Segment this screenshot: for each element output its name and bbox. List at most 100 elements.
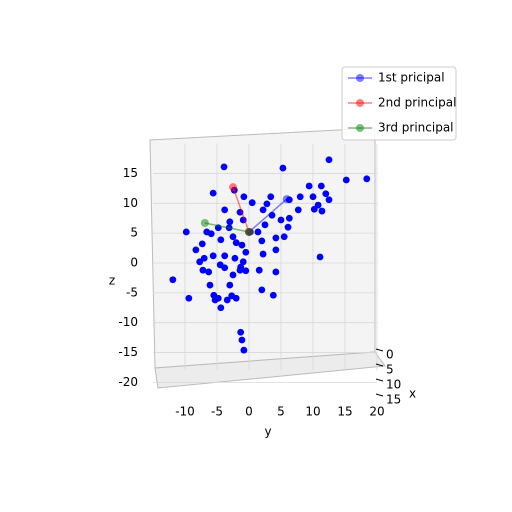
legend-box (341, 66, 457, 141)
point (221, 206, 229, 214)
point (239, 258, 247, 266)
x-axis-label: x (409, 387, 416, 401)
point (209, 189, 217, 197)
point (199, 266, 207, 274)
z-axis-label: z (109, 274, 115, 288)
z-tick-label: 15 (123, 166, 138, 180)
point (254, 228, 262, 236)
point (342, 176, 350, 184)
point (226, 281, 234, 289)
legend-marker (356, 124, 364, 132)
z-tick-label: 0 (130, 256, 138, 270)
point (217, 304, 225, 312)
point (236, 266, 244, 274)
point (205, 268, 213, 276)
point (363, 175, 371, 183)
point (277, 216, 285, 224)
principal-marker (200, 219, 209, 228)
point (325, 196, 333, 204)
back-pane (149, 127, 376, 369)
point (221, 264, 229, 272)
point (232, 239, 240, 247)
point (318, 207, 326, 215)
point (294, 206, 302, 214)
point (296, 193, 304, 201)
point (231, 254, 239, 262)
x-tick-label: 10 (386, 378, 401, 392)
x-tick (375, 363, 384, 367)
point (240, 346, 248, 354)
point (238, 336, 246, 344)
point (258, 237, 266, 245)
z-tick-label: -20 (118, 375, 138, 389)
point (206, 281, 214, 289)
point (267, 193, 275, 201)
point (255, 266, 263, 274)
x-tick (375, 348, 384, 352)
point (226, 218, 234, 226)
point (169, 276, 177, 284)
legend-marker (356, 99, 364, 107)
x-tick-label: 15 (386, 393, 401, 407)
y-tick-label: 10 (305, 405, 320, 419)
legend-label: 2nd principal (378, 96, 456, 110)
point (217, 236, 225, 244)
y-tick-label: 5 (277, 405, 285, 419)
z-tick-label: -15 (118, 345, 138, 359)
point (272, 234, 280, 242)
point (272, 268, 280, 276)
point (272, 246, 280, 254)
point (242, 267, 250, 275)
point (263, 200, 271, 208)
point (228, 292, 236, 300)
y-tick-label: 20 (369, 405, 384, 419)
point (240, 193, 248, 201)
point (316, 253, 324, 261)
y-tick-label: 0 (245, 405, 253, 419)
z-tick-label: 10 (123, 196, 138, 210)
point (248, 199, 256, 207)
principal-line (248, 198, 288, 233)
point (182, 228, 190, 236)
point (221, 252, 229, 260)
legend-label: 3rd principal (378, 121, 454, 135)
point (261, 221, 269, 229)
principal-line (232, 186, 250, 233)
y-tick-label: 15 (337, 405, 352, 419)
principal-line (204, 222, 250, 233)
point (325, 156, 333, 164)
point (185, 294, 193, 302)
point (238, 241, 246, 249)
principal-marker (229, 183, 237, 192)
point (258, 286, 266, 294)
point (203, 228, 211, 236)
point (309, 193, 317, 201)
x-tick (375, 393, 384, 397)
point (242, 248, 250, 256)
point (237, 328, 245, 336)
point (305, 182, 313, 190)
point (285, 214, 293, 222)
z-tick-label: 5 (130, 226, 138, 240)
z-tick-label: -10 (118, 315, 138, 329)
point (223, 296, 231, 304)
x-tick-label: 5 (386, 363, 394, 377)
point (279, 164, 287, 172)
point (269, 291, 277, 299)
point (322, 190, 330, 198)
point (284, 223, 292, 231)
point (317, 182, 325, 190)
principal-marker (282, 195, 291, 204)
legend-label: 1st pricipal (378, 71, 445, 85)
point (192, 246, 200, 254)
x-tick-label: 0 (386, 348, 394, 362)
point (310, 205, 318, 213)
point (229, 233, 237, 241)
y-tick-label: -5 (211, 405, 223, 419)
point (229, 271, 237, 279)
y-tick-label: -10 (175, 405, 195, 419)
point (280, 233, 288, 241)
floor-pane (154, 351, 386, 389)
point (259, 250, 267, 258)
